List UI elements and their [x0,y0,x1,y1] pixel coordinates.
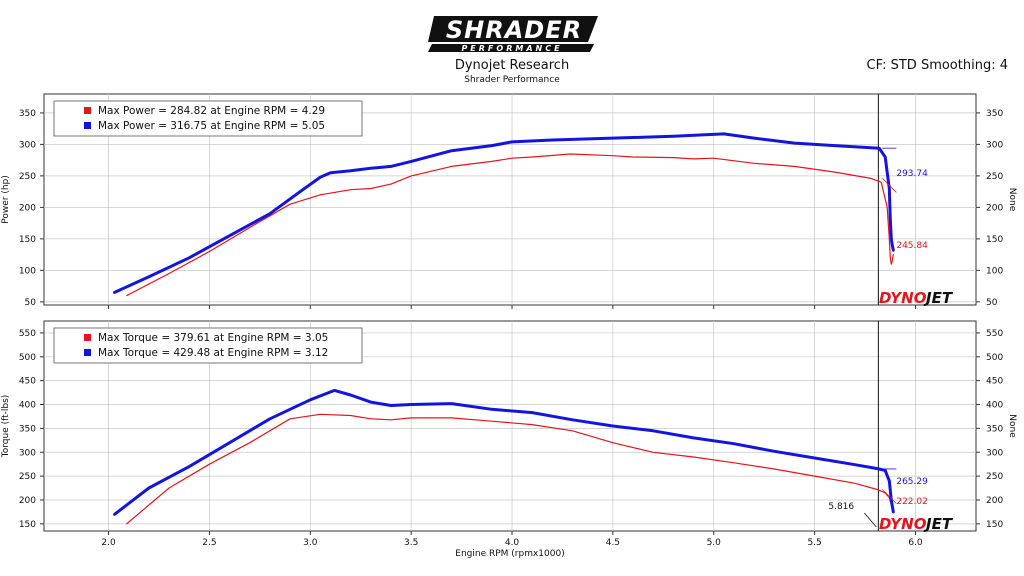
power-dynojet-watermark: DYNO JET [879,289,954,307]
torque-ytick-label-right: 550 [986,329,1003,339]
cursor-rpm-arrow [864,512,877,528]
xtick-label: 5.0 [707,538,722,548]
xtick-label: 4.0 [505,538,520,548]
power-series-line-2 [113,132,895,294]
torque-ytick-label: 200 [19,496,36,506]
torque-legend-entry: Max Torque = 429.48 at Engine RPM = 3.12 [98,347,328,359]
power-legend: Max Power = 284.82 at Engine RPM = 4.29 M… [53,100,363,137]
torque-legend-box [53,327,363,364]
xtick-label: 3.0 [303,538,318,548]
power-ylabel: Power (hp) [1,175,11,224]
power-cursor-value-1: 245.84 [896,241,928,251]
power-legend-entry: Max Power = 316.75 at Engine RPM = 5.05 [98,120,325,132]
power-ytick-label: 350 [19,109,36,119]
torque-ytick-label-right: 250 [986,472,1003,482]
torque-ytick-label-right: 500 [986,353,1003,363]
torque-legend-swatch [84,334,91,341]
torque-legend-swatch [84,349,91,356]
watermark-jet: JET [923,289,954,307]
torque-ytick-label-right: 350 [986,424,1003,434]
torque-series-line-1 [126,413,894,525]
torque-ytick-label: 150 [19,520,36,530]
xtick-label: 5.5 [807,538,821,548]
power-legend-entry: Max Power = 284.82 at Engine RPM = 4.29 [98,105,325,117]
xtick-label: 6.0 [908,538,923,548]
power-series-line-1 [126,153,894,297]
torque-cursor-value-1: 222.02 [896,497,928,507]
power-legend-swatch [84,122,91,129]
chart-subtitle: Shrader Performance [464,75,560,85]
torque-ytick-label: 250 [19,472,36,482]
torque-cursor-value-2: 265.29 [896,477,928,487]
power-ytick-label-right: 200 [986,203,1003,213]
torque-dynojet-watermark: DYNO JET [879,515,954,533]
power-ytick-label-right: 350 [986,109,1003,119]
correction-factor-label: CF: STD Smoothing: 4 [866,58,1008,73]
torque-ytick-label-right: 300 [986,448,1003,458]
x-axis-label: Engine RPM (rpmx1000) [455,549,564,559]
power-ytick-label: 300 [19,140,36,150]
power-ytick-label: 100 [19,266,36,276]
cursor-rpm-readout: 5.816 [828,502,854,512]
xtick-label: 4.5 [606,538,620,548]
power-legend-swatch [84,107,91,114]
watermark-dyno: DYNO [879,515,927,533]
shrader-logo: SHRADER PERFORMANCE [428,16,598,52]
torque-cursor-arrow [882,489,897,504]
torque-ytick-label: 450 [19,377,36,387]
torque-ytick-label-right: 200 [986,496,1003,506]
torque-series-line-2 [113,388,895,516]
logo-text: SHRADER [446,16,582,44]
power-ytick-label: 200 [19,203,36,213]
torque-ytick-label: 400 [19,401,36,411]
logo-subtext: PERFORMANCE [461,44,562,52]
xtick-label: 2.5 [202,538,216,548]
power-ytick-label: 50 [25,298,37,308]
power-ytick-label: 250 [19,172,36,182]
torque-legend-entry: Max Torque = 379.61 at Engine RPM = 3.05 [98,332,328,344]
torque-ytick-label: 350 [19,424,36,434]
torque-ytick-label: 550 [19,329,36,339]
torque-legend: Max Torque = 379.61 at Engine RPM = 3.05… [53,327,363,364]
chart-title: Dynojet Research [454,58,570,73]
xtick-label: 2.0 [101,538,116,548]
power-ytick-label-right: 100 [986,266,1003,276]
torque-ytick-label-right: 400 [986,401,1003,411]
watermark-dyno: DYNO [879,289,927,307]
torque-ytick-label: 300 [19,448,36,458]
power-legend-box [53,100,363,137]
power-cursor-value-2: 293.74 [896,169,928,179]
power-ytick-label-right: 300 [986,140,1003,150]
power-ytick-label: 150 [19,235,36,245]
power-cursor-arrow [882,178,897,193]
xtick-label: 3.5 [404,538,418,548]
torque-ylabel-right: None [1007,414,1017,438]
torque-ytick-label-right: 150 [986,520,1003,530]
watermark-jet: JET [923,515,954,533]
torque-ylabel: Torque (ft-lbs) [1,395,11,459]
power-ytick-label-right: 250 [986,172,1003,182]
torque-ytick-label-right: 450 [986,377,1003,387]
power-ytick-label-right: 150 [986,235,1003,245]
torque-ytick-label: 500 [19,353,36,363]
power-ylabel-right: None [1007,188,1017,212]
power-ytick-label-right: 50 [986,298,998,308]
